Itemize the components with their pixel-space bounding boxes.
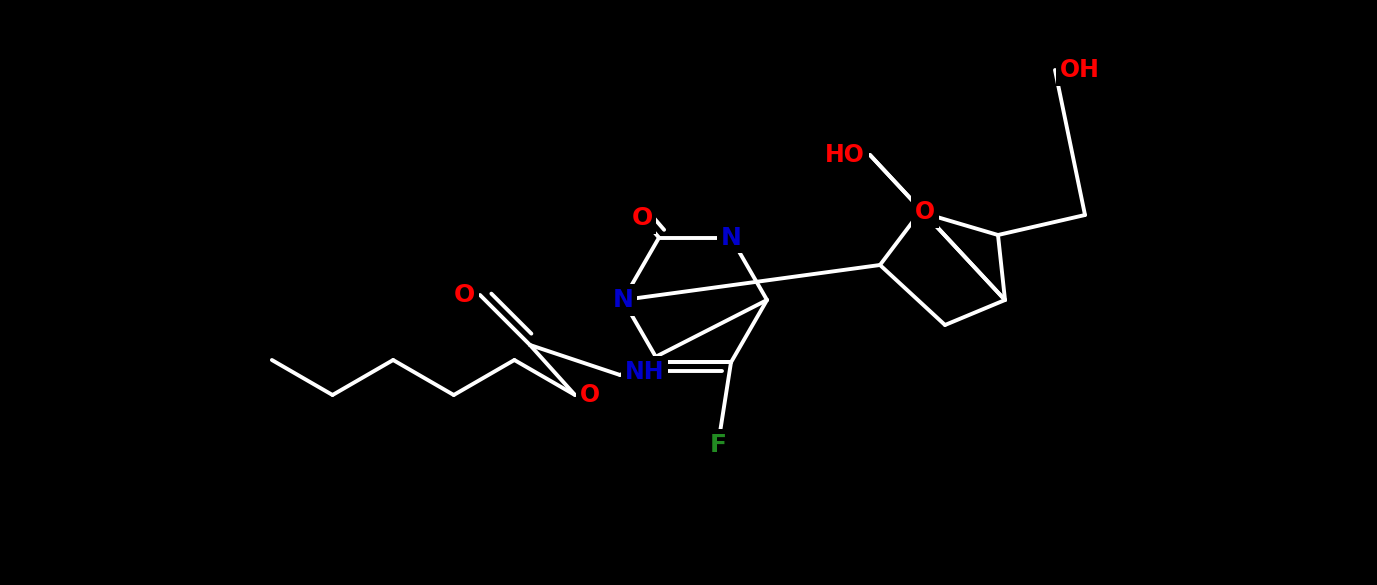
Text: HO: HO [825,143,865,167]
Text: N: N [720,226,741,250]
Text: O: O [632,206,653,230]
Text: OH: OH [1060,58,1100,82]
Text: O: O [580,383,600,407]
Text: O: O [914,200,935,224]
Text: N: N [613,288,633,312]
Text: O: O [454,283,475,307]
Text: NH: NH [625,360,665,384]
Text: F: F [709,433,727,457]
